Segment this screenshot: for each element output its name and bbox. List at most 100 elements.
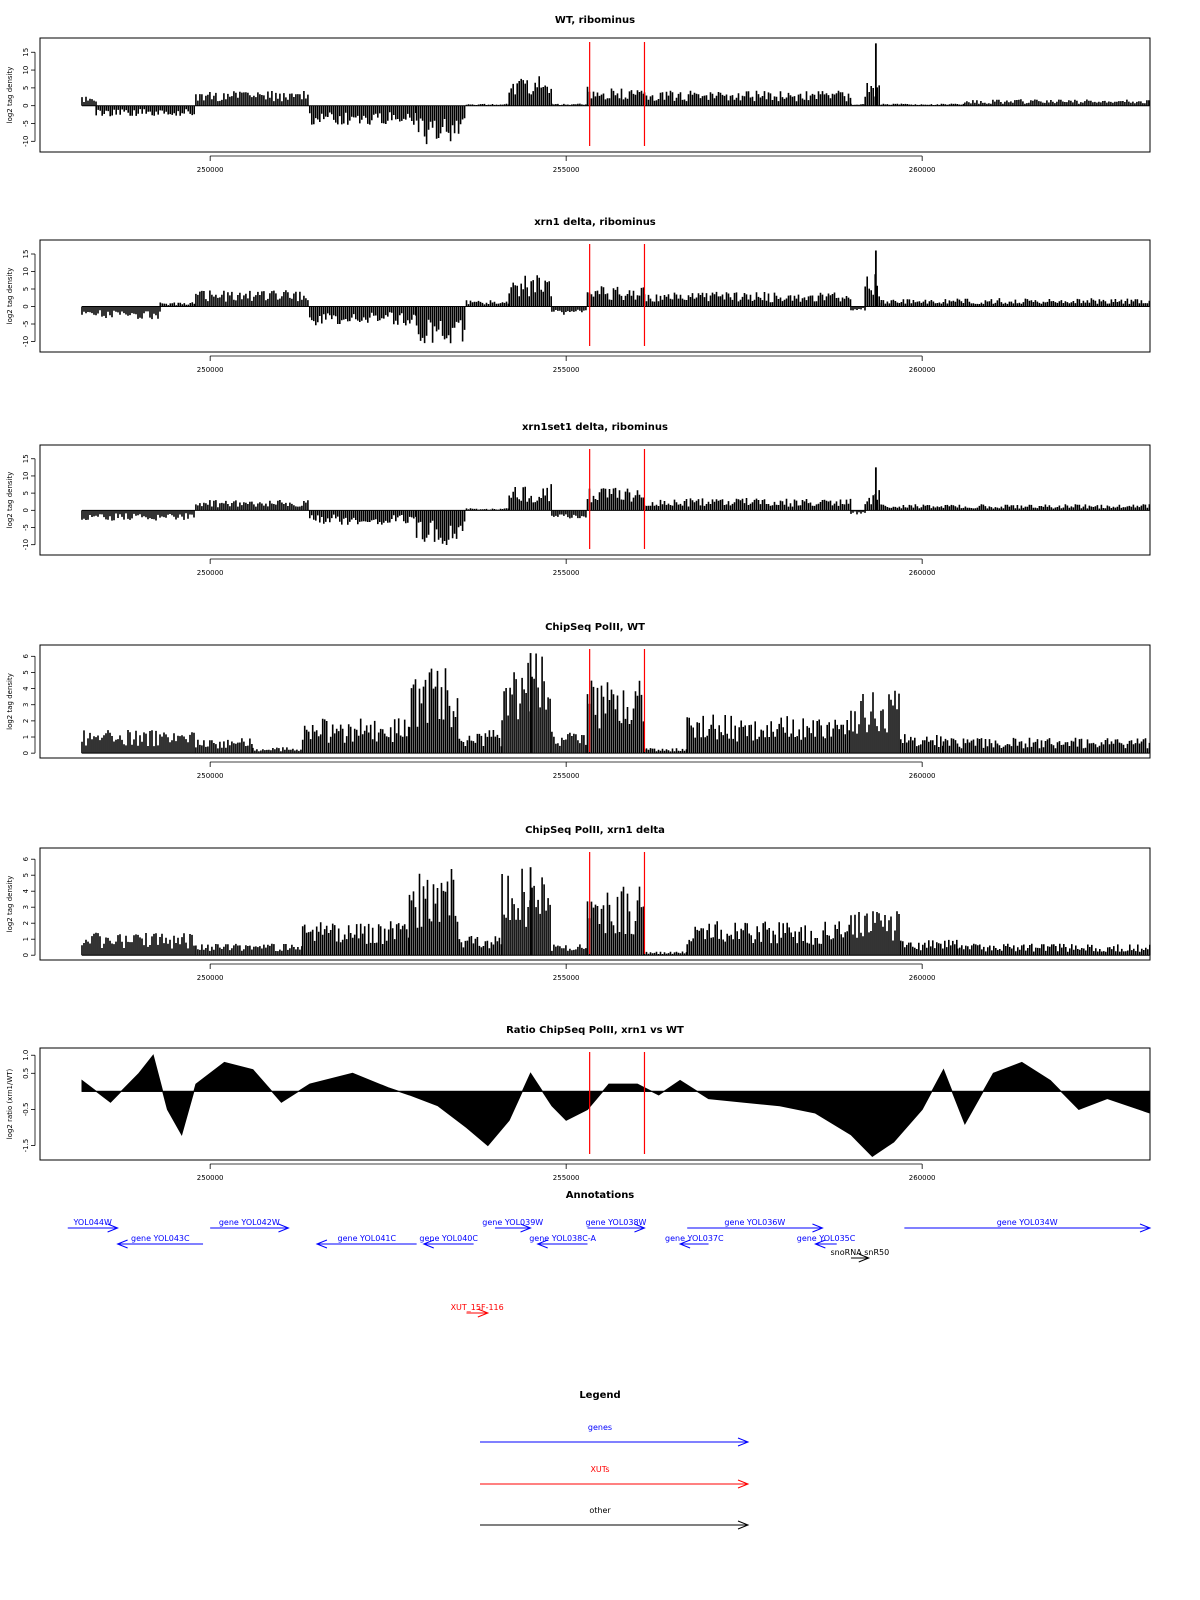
signal-segment (551, 944, 587, 956)
signal-segment (508, 484, 552, 511)
y-tick-label: 5 (22, 670, 30, 674)
x-tick-label: 260000 (909, 1174, 936, 1182)
arrow-head (116, 1239, 128, 1249)
signal-segment (864, 274, 880, 307)
signal-segment (458, 730, 503, 754)
signal-segment (964, 99, 1150, 106)
y-tick-label: 0 (22, 304, 30, 308)
arrow-head (737, 1437, 750, 1447)
y-tick-label: 1 (22, 937, 30, 941)
signal-segment (159, 302, 196, 307)
signal-segment (878, 504, 1151, 511)
annotations-title: Annotations (566, 1190, 635, 1201)
plot-frame (39, 644, 1151, 759)
chart-panel-4: ChipSeq PolII, WT 0 1 2 3 4 5 6 log2 tag density… (6, 622, 1151, 780)
arrow (466, 1308, 490, 1318)
legend-item-genes: genes (480, 1423, 750, 1447)
y-tick-label: -5 (22, 321, 30, 328)
signal-segment (465, 103, 510, 106)
signal-segment (878, 298, 1151, 307)
signal-segment (551, 510, 587, 519)
x-tick-label: 260000 (909, 366, 936, 374)
annotation-label: gene YOL040C (419, 1234, 478, 1243)
y-tick-label: -5 (22, 120, 30, 127)
signal-segment (408, 869, 459, 956)
signal-segment (252, 747, 302, 754)
y-tick-label: 10 (22, 66, 30, 75)
annotation-genes: gene YOL041C (315, 1234, 417, 1249)
x-tick-label: 260000 (909, 974, 936, 982)
signal-segment (195, 500, 309, 511)
arrow-head (858, 1253, 871, 1263)
annotation-label: gene YOL043C (131, 1234, 190, 1243)
signal-segment (415, 510, 466, 545)
signal-segment (465, 508, 510, 511)
annotation-xuts: XUT_15F-116 (451, 1303, 504, 1318)
annotation-label: XUT_15F-116 (451, 1303, 504, 1312)
signal-segment (850, 510, 866, 515)
signal-segment (415, 105, 466, 145)
x-tick-label: 250000 (197, 1174, 224, 1182)
y-axis-label: log2 tag density (6, 67, 14, 124)
chart-panel-2: xrn1 delta, ribominus -10 -5 0 5 10 15 log2 tag… (6, 217, 1151, 374)
annotation-label: gene YOL034W (997, 1218, 1058, 1227)
signal-segment (686, 714, 850, 754)
x-tick-label: 260000 (909, 772, 936, 780)
signal-segment (942, 737, 1151, 754)
signal-segment (81, 306, 161, 320)
arrow (116, 1239, 204, 1249)
signal-segment (81, 96, 97, 106)
annotation-genes: gene YOL034W (904, 1218, 1152, 1233)
arrow (904, 1223, 1152, 1233)
arrow (480, 1520, 750, 1530)
y-axis-label: log2 tag density (6, 673, 14, 730)
signal-segment (586, 487, 645, 511)
plot-frame (39, 444, 1151, 556)
arrow-head (737, 1479, 750, 1489)
legend-title: Legend (579, 1390, 620, 1401)
y-tick-label: 4 (22, 888, 30, 893)
signal-segment (309, 105, 417, 125)
y-tick-label: 10 (22, 471, 30, 480)
x-tick-label: 255000 (553, 166, 580, 174)
y-tick-label: 0 (22, 751, 30, 755)
y-tick-label: 5 (22, 491, 30, 495)
x-tick-label: 250000 (197, 772, 224, 780)
signal-segment (195, 91, 309, 106)
arrow-head (422, 1239, 434, 1249)
y-tick-label: 2 (22, 921, 30, 925)
annotation-label: gene YOL038C-A (529, 1234, 596, 1243)
x-tick-label: 250000 (197, 569, 224, 577)
annotation-genes: gene YOL040C (419, 1234, 478, 1249)
y-axis-label: log2 ratio (xrn1/WT) (6, 1068, 14, 1139)
signal-segment (195, 943, 303, 956)
y-tick-label: 5 (22, 287, 30, 291)
y-tick-label: -1.5 (22, 1139, 30, 1153)
signal-segment (850, 306, 866, 311)
arrow-head (634, 1223, 646, 1233)
arrow (494, 1223, 532, 1233)
chart-panel-5: ChipSeq PolII, xrn1 delta 0 1 2 3 4 5 6 log2 tag… (6, 825, 1151, 982)
signal-segment (465, 300, 510, 307)
x-tick-label: 250000 (197, 166, 224, 174)
signal-segment (643, 748, 688, 754)
signal-segment (551, 103, 587, 106)
annotations-track: Annotations YOL044W gene YOL043C gene YOL04… (67, 1190, 1152, 1318)
y-tick-label: 15 (22, 454, 30, 463)
y-tick-label: 15 (22, 250, 30, 259)
legend-label: XUTs (590, 1465, 609, 1474)
y-tick-label: 0.5 (22, 1068, 30, 1079)
y-tick-label: 1 (22, 735, 30, 739)
arrow (480, 1437, 750, 1447)
annotation-label: YOL044W (72, 1218, 111, 1227)
signal-segment (586, 680, 645, 754)
plot-frame (39, 1047, 1151, 1161)
x-tick-label: 250000 (197, 974, 224, 982)
annotation-label: gene YOL039W (482, 1218, 543, 1227)
signal-segment (900, 734, 944, 754)
y-tick-label: 15 (22, 48, 30, 57)
signal-segment (586, 886, 645, 956)
signal-segment (643, 291, 852, 307)
arrow (850, 1253, 871, 1263)
